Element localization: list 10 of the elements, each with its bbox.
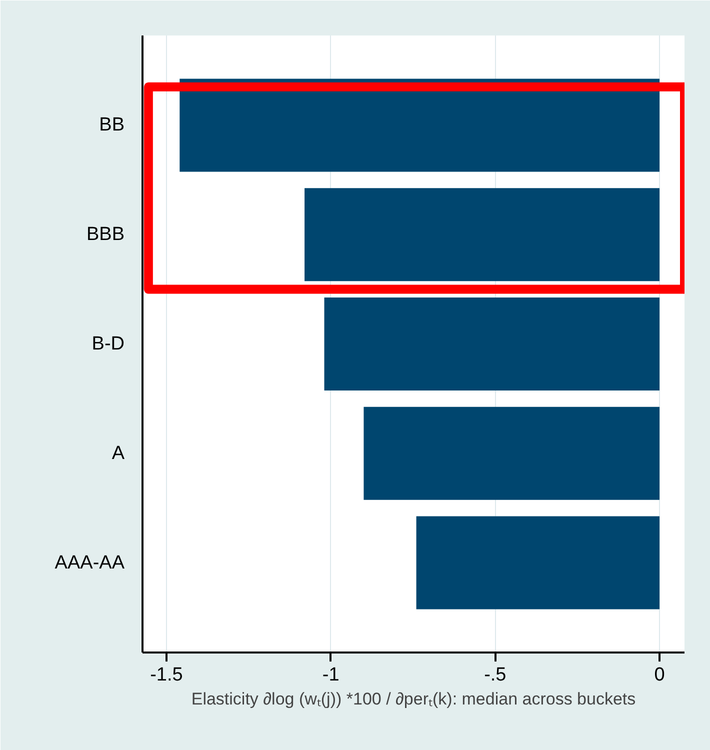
y-tick-label: AAA-AA bbox=[54, 552, 125, 574]
x-tick-label: -1 bbox=[322, 664, 340, 686]
x-tick-label: -1.5 bbox=[150, 664, 183, 686]
y-tick-label: BBB bbox=[86, 224, 125, 246]
x-tick-label: 0 bbox=[654, 664, 665, 686]
x-axis-title: Elasticity ∂log (wₜ(j)) *100 / ∂perₜ(k): median across buckets bbox=[191, 690, 636, 708]
y-tick-label: A bbox=[112, 442, 125, 464]
y-tick-label: B-D bbox=[92, 334, 125, 354]
x-tick-label: -.5 bbox=[484, 664, 506, 686]
y-tick-label: BB bbox=[99, 114, 125, 136]
